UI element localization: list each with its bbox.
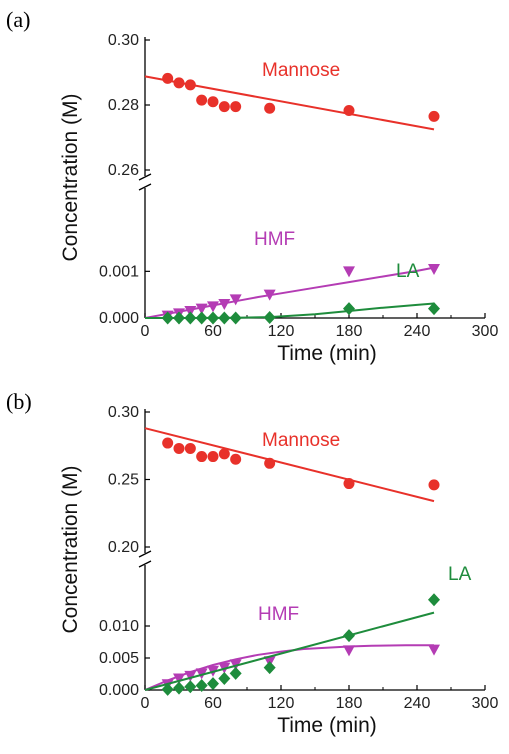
mannose-point xyxy=(207,96,219,108)
y-tick-label: 0.005 xyxy=(99,650,139,667)
hmf-point xyxy=(184,670,197,682)
hmf-point xyxy=(173,673,185,685)
y-tick-label: 0.000 xyxy=(99,682,139,699)
x-tick-label: 300 xyxy=(472,323,499,340)
mannose-point xyxy=(207,451,219,463)
hmf-point xyxy=(263,289,276,301)
mannose-point xyxy=(218,448,230,460)
la-point xyxy=(343,302,355,316)
y-tick-label: 0.25 xyxy=(108,472,139,489)
y-tick-label: 0.001 xyxy=(99,263,139,280)
la-point xyxy=(184,311,197,325)
mannose-point xyxy=(218,101,230,113)
mannose-point xyxy=(230,101,242,113)
la-point xyxy=(207,311,219,325)
y-axis-title: Concentration (M) xyxy=(59,93,82,261)
la-point xyxy=(229,666,242,680)
la-point xyxy=(161,311,174,325)
hmf-point xyxy=(229,294,242,306)
hmf-point xyxy=(343,266,355,278)
hmf-series-label: HMF xyxy=(258,604,299,625)
x-tick-label: 300 xyxy=(472,695,499,712)
mannose-point xyxy=(343,478,355,490)
x-tick-label: 0 xyxy=(141,323,150,340)
mannose-point xyxy=(184,442,196,454)
x-tick-label: 240 xyxy=(404,695,431,712)
mannose-point xyxy=(230,453,242,465)
mannose-point xyxy=(162,72,174,84)
mannose-point xyxy=(173,77,185,89)
mannose-point xyxy=(196,94,208,106)
la-point xyxy=(343,629,355,643)
la-point xyxy=(229,311,242,325)
x-tick-label: 60 xyxy=(204,323,222,340)
la-point xyxy=(195,311,208,325)
la-point xyxy=(207,677,219,691)
la-point xyxy=(218,311,231,325)
mannose-point xyxy=(162,437,174,449)
axis-break-mark xyxy=(138,173,152,191)
mannose-point xyxy=(428,110,440,122)
mannose-series-label: Mannose xyxy=(262,430,340,451)
panel-label: (b) xyxy=(6,389,32,414)
x-tick-label: 180 xyxy=(336,323,363,340)
y-tick-label: 0.28 xyxy=(108,97,139,114)
y-tick-label: 0.000 xyxy=(99,310,139,327)
la-point xyxy=(428,302,440,316)
x-tick-label: 240 xyxy=(404,323,431,340)
hmf-point xyxy=(343,645,355,657)
hmf-series-label: HMF xyxy=(254,229,295,250)
la-series-label: LA xyxy=(396,261,420,282)
mannose-point xyxy=(184,79,196,91)
la-point xyxy=(195,679,208,693)
x-tick-label: 0 xyxy=(141,695,150,712)
mannose-point xyxy=(343,105,355,117)
y-tick-label: 0.26 xyxy=(108,162,139,179)
y-tick-label: 0.30 xyxy=(108,404,139,421)
y-axis-title: Concentration (M) xyxy=(59,465,82,633)
axis-break-mark xyxy=(138,550,152,568)
panel-label: (a) xyxy=(6,7,30,32)
mannose-point xyxy=(428,479,440,491)
x-tick-label: 60 xyxy=(204,695,222,712)
mannose-point xyxy=(264,457,276,469)
hmf-point xyxy=(207,301,219,313)
x-tick-label: 180 xyxy=(336,695,363,712)
mannose-point xyxy=(264,102,276,114)
mannose-point xyxy=(196,451,208,463)
la-point xyxy=(263,311,276,325)
la-point xyxy=(184,680,197,694)
la-point xyxy=(428,593,440,607)
y-tick-label: 0.20 xyxy=(108,539,139,556)
y-tick-label: 0.30 xyxy=(108,32,139,49)
y-tick-label: 0.010 xyxy=(99,618,139,635)
mannose-fit-line xyxy=(144,427,435,503)
x-axis-title: Time (min) xyxy=(277,714,377,737)
la-point xyxy=(173,681,185,695)
la-point xyxy=(161,682,174,696)
la-point xyxy=(173,311,185,325)
mannose-series-label: Mannose xyxy=(262,60,340,81)
hmf-point xyxy=(428,644,440,656)
la-point xyxy=(218,671,231,685)
x-tick-label: 120 xyxy=(268,323,295,340)
hmf-point xyxy=(428,264,440,275)
la-fit-line xyxy=(144,611,435,691)
x-tick-label: 120 xyxy=(268,695,295,712)
hmf-point xyxy=(195,303,208,315)
la-point xyxy=(263,661,276,675)
la-series-label: LA xyxy=(448,564,472,585)
hmf-point xyxy=(218,299,231,310)
mannose-point xyxy=(173,442,185,454)
x-axis-title: Time (min) xyxy=(277,342,377,365)
